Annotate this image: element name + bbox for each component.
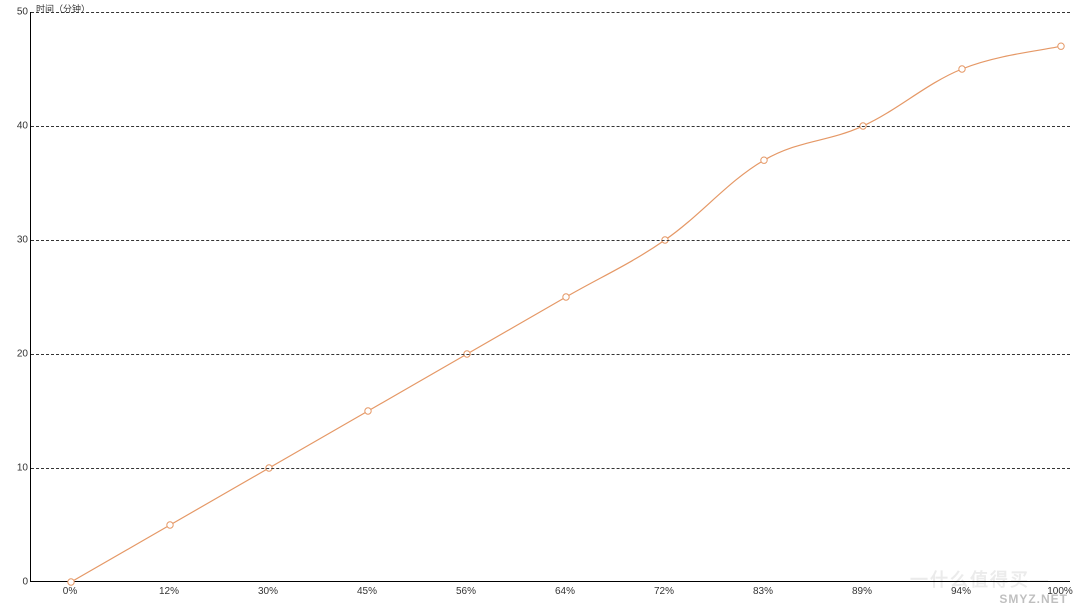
data-point-marker: [959, 66, 965, 72]
watermark-text: 一什么值得买—: [910, 566, 1050, 592]
grid-line: [31, 240, 1070, 241]
y-tick-label: 30: [3, 235, 28, 246]
data-point-marker: [68, 579, 74, 585]
x-tick-label: 72%: [654, 586, 674, 597]
chart-container: 时间（分钟） 一什么值得买— SMYZ.NET 010203040500%12%…: [0, 0, 1080, 614]
data-point-marker: [365, 408, 371, 414]
x-tick-label: 0%: [63, 586, 77, 597]
grid-line: [31, 468, 1070, 469]
x-tick-label: 56%: [456, 586, 476, 597]
x-tick-label: 94%: [951, 586, 971, 597]
data-point-marker: [563, 294, 569, 300]
x-tick-label: 83%: [753, 586, 773, 597]
data-point-marker: [761, 157, 767, 163]
x-tick-label: 89%: [852, 586, 872, 597]
grid-line: [31, 126, 1070, 127]
y-tick-label: 0: [3, 577, 28, 588]
x-tick-label: 30%: [258, 586, 278, 597]
data-point-marker: [1058, 43, 1064, 49]
x-tick-label: 12%: [159, 586, 179, 597]
plot-area: [30, 12, 1070, 582]
grid-line: [31, 12, 1070, 13]
line-chart-svg: [31, 12, 1070, 581]
x-tick-label: 45%: [357, 586, 377, 597]
y-tick-label: 40: [3, 121, 28, 132]
x-tick-label: 100%: [1047, 586, 1073, 597]
data-point-marker: [167, 522, 173, 528]
y-tick-label: 10: [3, 463, 28, 474]
x-tick-label: 64%: [555, 586, 575, 597]
y-tick-label: 50: [3, 7, 28, 18]
y-tick-label: 20: [3, 349, 28, 360]
grid-line: [31, 354, 1070, 355]
